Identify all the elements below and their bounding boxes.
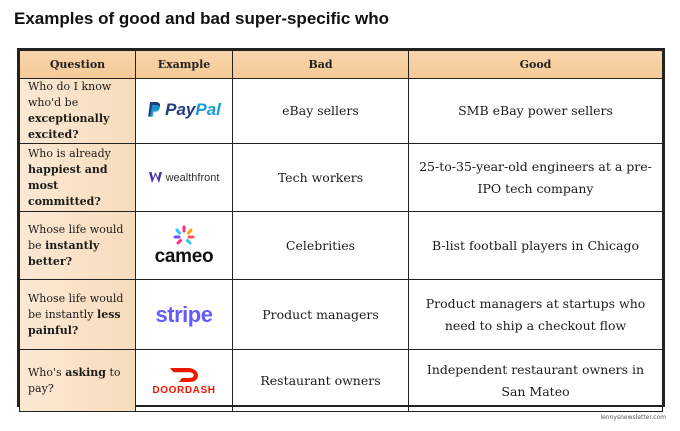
- bad-cell: Restaurant owners: [232, 349, 409, 412]
- question-emphasis: less painful?: [28, 307, 121, 337]
- cameo-logo: cameo: [155, 225, 214, 267]
- question-text: Who do I know who'd be: [28, 80, 112, 109]
- comparison-table: Question Example Bad Good Who do I know …: [19, 50, 663, 412]
- table-row: Who do I know who'd be exceptionally exc…: [19, 78, 663, 144]
- question-cell: Who's asking to pay?: [19, 349, 136, 412]
- paypal-logo: PayPal: [147, 100, 221, 120]
- question-text: Whose life would be instantly: [28, 291, 124, 321]
- wealthfront-text: wealthfront: [165, 171, 220, 184]
- paypal-text-a: Pay: [165, 99, 196, 119]
- good-cell: Independent restaurant owners in San Mat…: [408, 349, 663, 412]
- table-row: Who's asking to pay? DOORDASH Restaurant…: [19, 349, 663, 412]
- question-text: Who's: [28, 365, 66, 379]
- question-cell: Who is already happiest and most committ…: [19, 143, 136, 212]
- paypal-text-b: Pal: [195, 99, 221, 119]
- wealthfront-logo: wealthfront: [148, 171, 220, 184]
- bad-cell: Product managers: [232, 279, 409, 350]
- header-row: Question Example Bad Good: [19, 50, 663, 79]
- comparison-table-container: Question Example Bad Good Who do I know …: [17, 48, 665, 412]
- bad-cell: eBay sellers: [232, 78, 409, 144]
- stripe-text: stripe: [155, 301, 213, 327]
- table-row: Whose life would be instantly less painf…: [19, 279, 663, 350]
- cameo-text: cameo: [154, 245, 214, 267]
- example-cell: wealthfront: [135, 143, 233, 212]
- question-cell: Who do I know who'd be exceptionally exc…: [19, 78, 136, 144]
- table-row: Who is already happiest and most committ…: [19, 143, 663, 212]
- doordash-dash-icon: [169, 367, 198, 382]
- footer-credit: lennysnewsletter.com: [600, 414, 666, 421]
- example-cell: DOORDASH: [135, 349, 233, 412]
- wealthfront-w-icon: [148, 172, 162, 183]
- bad-cell: Tech workers: [232, 143, 409, 212]
- bad-cell: Celebrities: [232, 211, 409, 280]
- good-cell: B-list football players in Chicago: [408, 211, 663, 280]
- question-emphasis: happiest and most committed?: [28, 162, 108, 208]
- header-bad: Bad: [232, 50, 409, 79]
- stripe-logo: stripe: [156, 302, 213, 327]
- good-cell: 25-to-35-year-old engineers at a pre-IPO…: [408, 143, 663, 212]
- doordash-text: DOORDASH: [152, 384, 216, 396]
- header-question: Question: [19, 50, 136, 79]
- question-emphasis: instantly better?: [28, 238, 100, 268]
- doordash-logo: DOORDASH: [152, 366, 215, 396]
- good-cell: SMB eBay power sellers: [408, 78, 663, 144]
- question-text-end: to pay?: [28, 365, 121, 395]
- cameo-burst-icon: [173, 225, 195, 244]
- question-emphasis: asking: [65, 365, 106, 379]
- question-cell: Whose life would be instantly better?: [19, 211, 136, 280]
- question-emphasis: exceptionally excited?: [28, 112, 110, 141]
- example-cell: cameo: [135, 211, 233, 280]
- good-cell: Product managers at startups who need to…: [408, 279, 663, 350]
- paypal-p-icon: [148, 102, 161, 117]
- table-row: Whose life would be instantly better?: [19, 211, 663, 280]
- example-cell: PayPal: [135, 78, 233, 144]
- question-text: Who is already: [28, 146, 111, 160]
- page-title: Examples of good and bad super-specific …: [14, 9, 390, 28]
- question-text: Whose life would be: [28, 222, 124, 252]
- header-example: Example: [135, 50, 233, 79]
- header-good: Good: [408, 50, 663, 79]
- example-cell: stripe: [135, 279, 233, 350]
- question-cell: Whose life would be instantly less painf…: [19, 279, 136, 350]
